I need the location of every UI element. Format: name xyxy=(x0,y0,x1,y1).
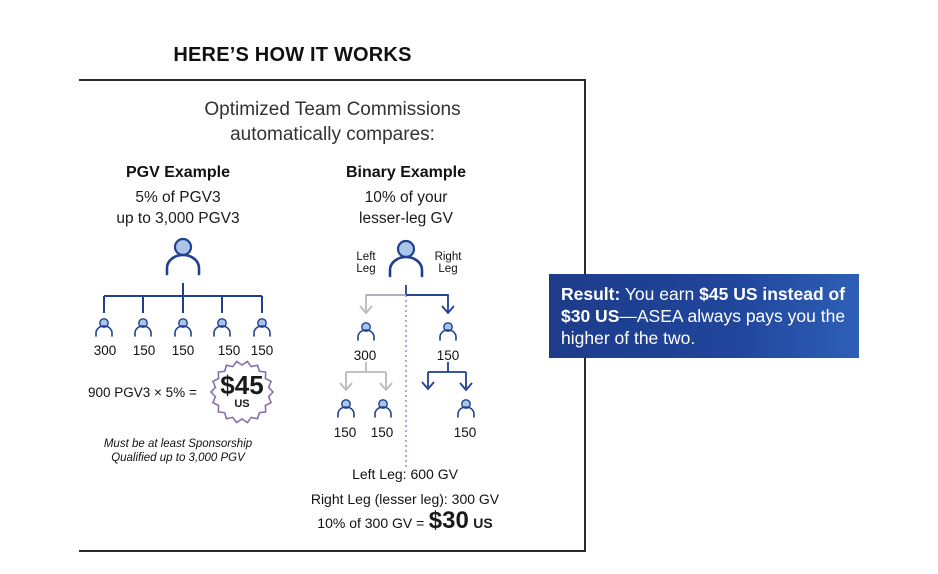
binary-level2-value-c: 150 xyxy=(453,425,477,440)
binary-level2-value-b: 150 xyxy=(370,425,394,440)
right-leg-total: Right Leg (lesser leg): 300 GV xyxy=(310,491,500,507)
page-heading: HERE’S HOW IT WORKS xyxy=(173,44,412,66)
left-sub-connector xyxy=(345,362,387,388)
intro-line-2: automatically compares: xyxy=(230,124,435,145)
binary-description: 10% of your lesser-leg GV xyxy=(306,187,506,229)
pgv-amount-unit: US xyxy=(234,398,250,410)
frame-top-border xyxy=(79,79,586,81)
binary-right-person-icon xyxy=(439,321,457,341)
pgv-tree xyxy=(95,237,271,337)
pgv-top-person-icon xyxy=(165,237,201,276)
intro-line-1: Optimized Team Commissions xyxy=(204,99,461,120)
pgv-note-line-1: Must be at least Sponsorship xyxy=(103,438,253,450)
pgv-amount-value: $45 xyxy=(220,370,264,400)
frame-bottom-border xyxy=(79,550,586,552)
result-label: Result: xyxy=(561,284,621,304)
pgv-desc-line-2: up to 3,000 PGV3 xyxy=(116,210,240,227)
binary-desc-line-2: lesser-leg GV xyxy=(359,210,453,227)
pgv-description: 5% of PGV3 up to 3,000 PGV3 xyxy=(78,187,278,229)
pgv-value-4: 150 xyxy=(217,343,241,358)
binary-desc-line-1: 10% of your xyxy=(364,189,448,206)
binary-title: Binary Example xyxy=(345,164,467,181)
right-sub-arrows-icon xyxy=(421,381,473,392)
binary-tree xyxy=(337,239,475,468)
binary-level2-person-icon-c xyxy=(457,398,475,418)
binary-left-person-icon xyxy=(357,321,375,341)
left-leg-label-line-1: Left xyxy=(356,251,376,263)
binary-level1-left-value: 300 xyxy=(353,348,377,363)
pgv-person-icon-1 xyxy=(95,317,113,337)
left-leg-total: Left Leg: 600 GV xyxy=(352,466,458,482)
right-leg-arrow-icon xyxy=(441,305,455,315)
binary-level2-person-icon-a xyxy=(337,398,355,418)
result-text-2: —ASEA always pays you the higher of the … xyxy=(561,306,846,348)
right-leg-label-line-1: Right xyxy=(434,251,462,263)
right-leg-label: Right Leg xyxy=(428,251,468,275)
binary-level1-right-value: 150 xyxy=(436,348,460,363)
pgv-amount: $45 US xyxy=(212,372,272,410)
pgv-desc-line-1: 5% of PGV3 xyxy=(135,189,221,206)
pgv-person-icon-2 xyxy=(134,317,152,337)
right-leg-line xyxy=(406,294,449,312)
right-leg-label-line-2: Leg xyxy=(438,263,458,275)
binary-top-person-icon xyxy=(388,239,424,278)
pgv-value-2: 150 xyxy=(132,343,156,358)
binary-top-connector xyxy=(366,285,448,296)
binary-amount-unit: US xyxy=(473,515,493,531)
left-leg-line xyxy=(365,294,406,312)
left-leg-label-line-2: Leg xyxy=(356,263,376,275)
intro-text: Optimized Team Commissions automatically… xyxy=(80,97,585,147)
pgv-person-icon-4 xyxy=(213,317,231,337)
pgv-person-icon-3 xyxy=(174,317,192,337)
left-leg-arrow-icon xyxy=(359,305,373,315)
pgv-calculation: 900 PGV3 × 5% = xyxy=(88,385,197,400)
pgv-person-icon-5 xyxy=(253,317,271,337)
pgv-note-line-2: Qualified up to 3,000 PGV xyxy=(111,452,245,464)
result-highlight: $45 US instead of $30 US xyxy=(561,284,846,326)
binary-level2-value-a: 150 xyxy=(333,425,357,440)
result-text-1: You earn xyxy=(620,284,700,304)
left-sub-arrows-icon xyxy=(339,382,393,392)
pgv-amount-badge-icon xyxy=(209,360,275,424)
left-leg-label: Left Leg xyxy=(346,251,386,275)
result-box: Result: You earn $45 US instead of $30 U… xyxy=(549,274,859,358)
pgv-note: Must be at least Sponsorship Qualified u… xyxy=(78,437,278,465)
binary-amount: $30 xyxy=(428,507,469,534)
pgv-value-1: 300 xyxy=(93,343,117,358)
right-sub-connector xyxy=(427,362,467,388)
pgv-title: PGV Example xyxy=(125,164,231,181)
binary-calculation: 10% of 300 GV = $30 US xyxy=(280,507,530,535)
pgv-value-3: 150 xyxy=(171,343,195,358)
binary-level2-person-icon-b xyxy=(374,398,392,418)
binary-calc-text: 10% of 300 GV = xyxy=(317,515,425,531)
pgv-connector-lines xyxy=(103,283,263,313)
pgv-value-5: 150 xyxy=(250,343,274,358)
